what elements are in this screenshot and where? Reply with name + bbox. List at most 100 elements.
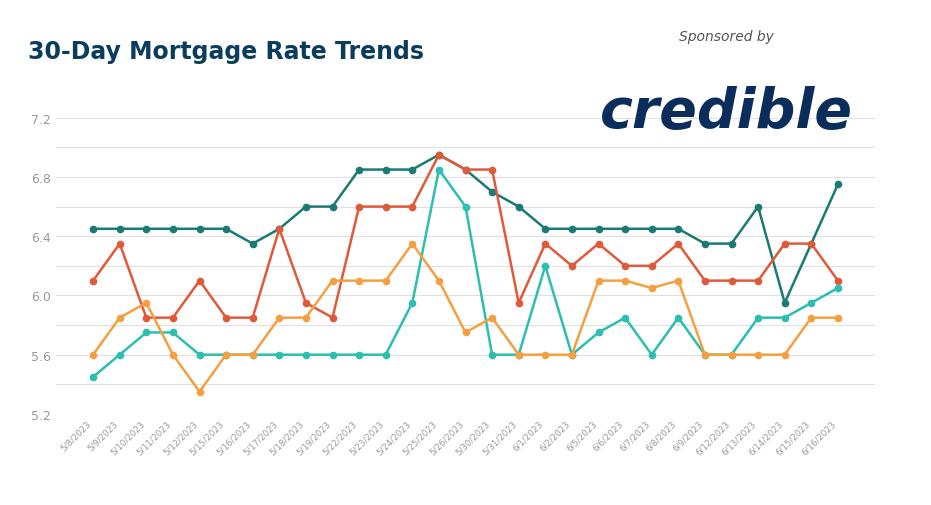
10-year fixed (301, 315, 312, 321)
20-year-fixed (673, 241, 684, 247)
15-year-fixed (805, 300, 816, 306)
15-year-fixed (540, 263, 551, 269)
20-year-fixed (460, 167, 471, 173)
10-year fixed (327, 278, 338, 284)
10-year fixed (354, 278, 365, 284)
15-year-fixed (832, 285, 843, 291)
30-year fixed (141, 226, 152, 232)
10-year fixed (619, 278, 630, 284)
30-year fixed (115, 226, 126, 232)
15-year-fixed (487, 352, 498, 358)
20-year-fixed (646, 263, 657, 269)
20-year-fixed (779, 241, 790, 247)
15-year-fixed (779, 315, 790, 321)
15-year-fixed (673, 315, 684, 321)
30-year fixed (194, 226, 205, 232)
30-year fixed (301, 204, 312, 210)
10-year fixed (141, 300, 152, 306)
10-year fixed (540, 352, 551, 358)
30-year fixed (460, 167, 471, 173)
10-year fixed (380, 278, 391, 284)
Text: 30-Day Mortgage Rate Trends: 30-Day Mortgage Rate Trends (28, 40, 424, 64)
10-year fixed (566, 352, 577, 358)
15-year-fixed (141, 330, 152, 336)
10-year fixed (699, 352, 710, 358)
15-year-fixed (221, 352, 232, 358)
15-year-fixed (752, 315, 763, 321)
Line: 20-year-fixed: 20-year-fixed (90, 153, 841, 321)
Text: Sponsored by: Sponsored by (679, 30, 774, 44)
20-year-fixed (407, 204, 418, 210)
30-year fixed (752, 204, 763, 210)
20-year-fixed (380, 204, 391, 210)
20-year-fixed (726, 278, 737, 284)
20-year-fixed (699, 278, 710, 284)
10-year fixed (247, 352, 258, 358)
15-year-fixed (168, 330, 179, 336)
30-year fixed (646, 226, 657, 232)
20-year-fixed (221, 315, 232, 321)
10-year fixed (513, 352, 524, 358)
30-year fixed (726, 241, 737, 247)
15-year-fixed (593, 330, 604, 336)
10-year fixed (274, 315, 285, 321)
20-year-fixed (88, 278, 99, 284)
15-year-fixed (354, 352, 365, 358)
30-year fixed (221, 226, 232, 232)
10-year fixed (433, 278, 444, 284)
10-year fixed (407, 241, 418, 247)
30-year fixed (354, 167, 365, 173)
30-year fixed (487, 189, 498, 195)
20-year-fixed (247, 315, 258, 321)
30-year fixed (779, 300, 790, 306)
10-year fixed (832, 315, 843, 321)
Line: 15-year-fixed: 15-year-fixed (90, 167, 841, 380)
20-year-fixed (141, 315, 152, 321)
15-year-fixed (646, 352, 657, 358)
10-year fixed (805, 315, 816, 321)
10-year fixed (673, 278, 684, 284)
20-year-fixed (487, 167, 498, 173)
30-year fixed (433, 153, 444, 159)
20-year-fixed (194, 278, 205, 284)
20-year-fixed (566, 263, 577, 269)
30-year fixed (699, 241, 710, 247)
15-year-fixed (115, 352, 126, 358)
30-year fixed (327, 204, 338, 210)
30-year fixed (513, 204, 524, 210)
15-year-fixed (513, 352, 524, 358)
15-year-fixed (327, 352, 338, 358)
30-year fixed (274, 226, 285, 232)
15-year-fixed (194, 352, 205, 358)
10-year fixed (115, 315, 126, 321)
30-year fixed (619, 226, 630, 232)
15-year-fixed (726, 352, 737, 358)
20-year-fixed (540, 241, 551, 247)
10-year fixed (460, 330, 471, 336)
20-year-fixed (433, 153, 444, 159)
15-year-fixed (380, 352, 391, 358)
Line: 30-year fixed: 30-year fixed (90, 153, 841, 307)
30-year fixed (832, 182, 843, 188)
20-year-fixed (805, 241, 816, 247)
20-year-fixed (752, 278, 763, 284)
15-year-fixed (274, 352, 285, 358)
10-year fixed (646, 285, 657, 291)
15-year-fixed (460, 204, 471, 210)
10-year fixed (593, 278, 604, 284)
30-year fixed (593, 226, 604, 232)
20-year-fixed (513, 300, 524, 306)
20-year-fixed (354, 204, 365, 210)
30-year fixed (805, 241, 816, 247)
30-year fixed (673, 226, 684, 232)
30-year fixed (88, 226, 99, 232)
10-year fixed (194, 389, 205, 395)
20-year-fixed (168, 315, 179, 321)
20-year-fixed (593, 241, 604, 247)
20-year-fixed (619, 263, 630, 269)
10-year fixed (752, 352, 763, 358)
15-year-fixed (433, 167, 444, 173)
15-year-fixed (247, 352, 258, 358)
15-year-fixed (566, 352, 577, 358)
30-year fixed (247, 241, 258, 247)
